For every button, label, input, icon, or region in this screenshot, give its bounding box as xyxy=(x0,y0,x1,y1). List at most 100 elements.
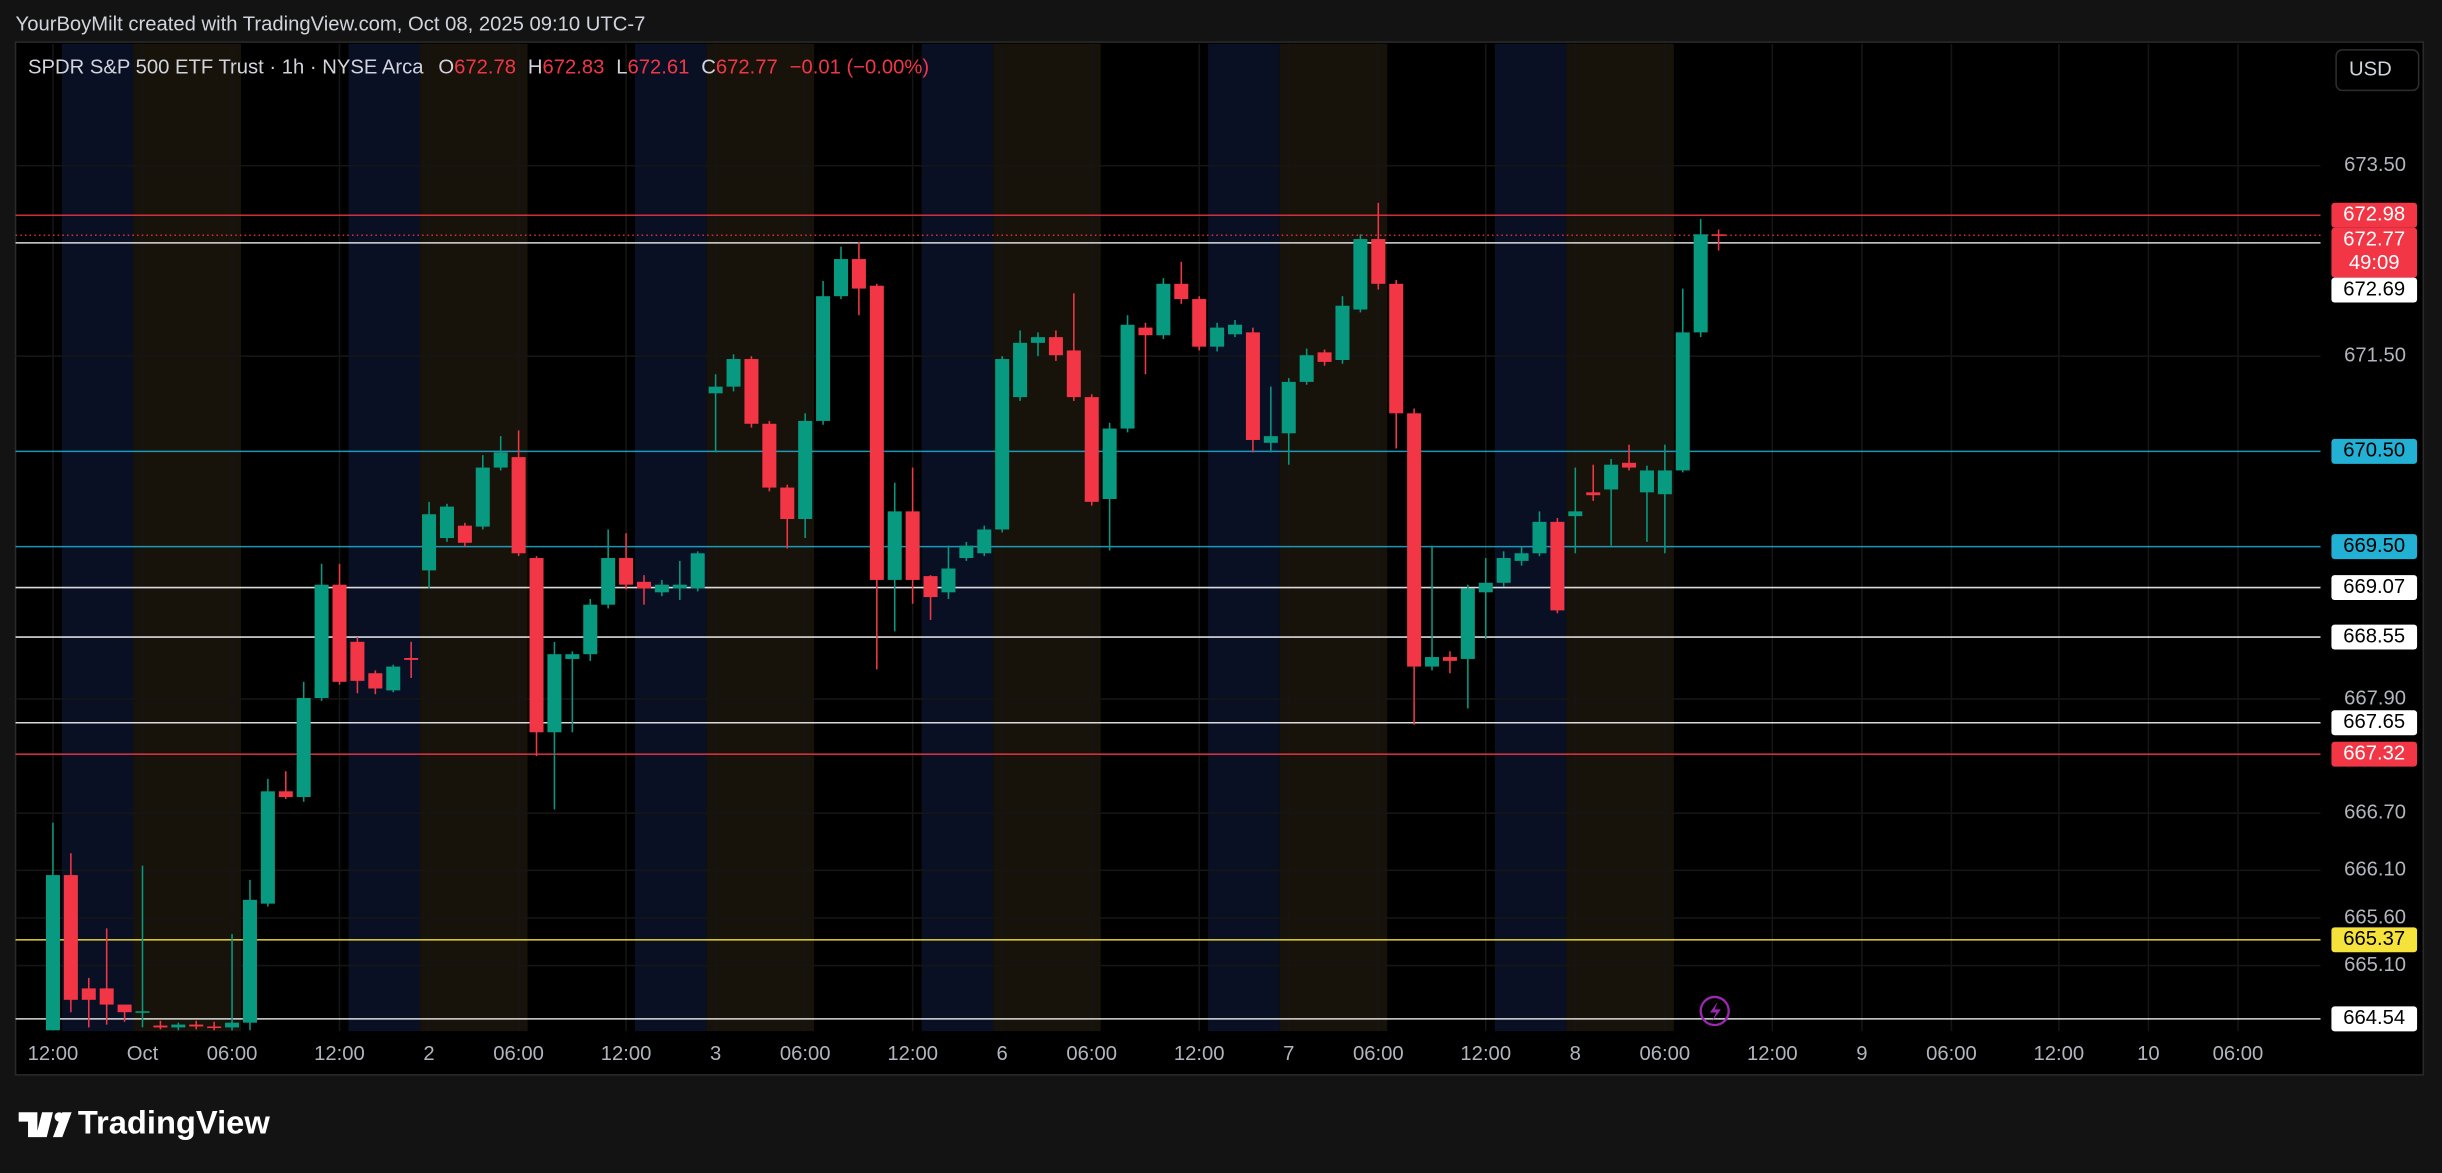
candle-body xyxy=(1371,239,1386,284)
candle-body xyxy=(816,296,831,421)
x-tick-label: 06:00 xyxy=(1926,1043,1977,1065)
candle-body xyxy=(153,1025,168,1028)
candle-body xyxy=(1460,588,1475,659)
candle-body xyxy=(1622,462,1637,468)
candle-body xyxy=(636,581,651,589)
candle-body xyxy=(1138,327,1153,336)
candle-body xyxy=(1604,464,1619,490)
pre-market-band xyxy=(133,43,242,1032)
candle-body xyxy=(672,584,687,589)
x-tick-label: 12:00 xyxy=(2034,1043,2085,1065)
x-tick-label: 12:00 xyxy=(28,1043,79,1065)
x-tick-label: 3 xyxy=(710,1043,721,1065)
candle-body xyxy=(242,899,257,1023)
currency-label: USD xyxy=(2349,58,2392,80)
x-tick-label: 6 xyxy=(997,1043,1008,1065)
candle-body xyxy=(1353,239,1368,310)
price-label-box xyxy=(2331,710,2418,736)
y-tick-label: 667.90 xyxy=(2344,687,2406,709)
candle-body xyxy=(1657,470,1672,495)
candle-body xyxy=(278,791,293,798)
candle-body xyxy=(189,1024,204,1027)
price-label-box xyxy=(2331,927,2418,953)
candle-body xyxy=(1317,352,1332,362)
pre-market-band xyxy=(993,43,1101,1032)
candle-body xyxy=(1711,234,1726,236)
legend-change: −0.01 (−0.00%) xyxy=(790,57,929,79)
candle-body xyxy=(1389,283,1404,414)
candle-body xyxy=(923,576,938,598)
candle-body xyxy=(1281,381,1296,434)
price-label: 672.98 xyxy=(2343,204,2405,226)
candle-body xyxy=(207,1026,222,1029)
x-tick-label: 12:00 xyxy=(887,1043,938,1065)
pre-market-band xyxy=(1566,43,1674,1032)
candle-body xyxy=(404,658,419,660)
x-tick-label: Oct xyxy=(127,1043,159,1065)
candle-body xyxy=(475,467,490,527)
price-label-box xyxy=(2331,277,2418,303)
candle-body xyxy=(1407,413,1422,667)
price-label-box xyxy=(2331,575,2418,601)
candle-body xyxy=(744,359,759,424)
candle-body xyxy=(851,259,866,289)
x-tick-label: 06:00 xyxy=(493,1043,544,1065)
candle-body xyxy=(601,558,616,605)
candle-body xyxy=(368,673,383,689)
candle-body xyxy=(1675,332,1690,471)
candle-body xyxy=(565,654,580,659)
price-label: 672.77 xyxy=(2343,229,2405,251)
price-label: 669.07 xyxy=(2343,576,2405,598)
candle-body xyxy=(1030,337,1046,343)
currency-button[interactable] xyxy=(2335,49,2420,92)
pre-market-band xyxy=(1279,43,1388,1032)
y-tick-label: 665.60 xyxy=(2344,906,2406,928)
price-label-box xyxy=(2331,227,2418,278)
candle-body xyxy=(1335,305,1350,360)
x-tick-label: 06:00 xyxy=(207,1043,258,1065)
candle-body xyxy=(225,1022,240,1028)
candle-body xyxy=(619,558,634,585)
x-tick-label: 06:00 xyxy=(780,1043,831,1065)
legend-key: L xyxy=(616,57,627,79)
post-market-band xyxy=(635,43,707,1032)
candle-body xyxy=(135,1011,150,1013)
candle-body xyxy=(1210,327,1225,347)
post-market-band xyxy=(1208,43,1280,1032)
y-tick-label: 665.10 xyxy=(2344,954,2406,976)
candle-body xyxy=(1568,511,1583,517)
candle-body xyxy=(1120,324,1135,429)
price-label-box xyxy=(2331,438,2418,464)
legend-value: 672.83 xyxy=(543,57,605,79)
price-label: 665.37 xyxy=(2343,928,2405,950)
price-label-box xyxy=(2331,1006,2418,1032)
x-tick-label: 9 xyxy=(1856,1043,1867,1065)
candle-body xyxy=(1514,553,1529,561)
candle-body xyxy=(1478,582,1493,593)
candle-body xyxy=(260,791,275,904)
candle-body xyxy=(583,604,598,655)
candle-body xyxy=(1245,332,1260,440)
price-label-box xyxy=(2331,741,2418,767)
x-tick-label: 06:00 xyxy=(1640,1043,1691,1065)
legend-key: H xyxy=(528,57,543,79)
candle-body xyxy=(1048,337,1063,356)
candle-body xyxy=(314,584,329,698)
post-market-band xyxy=(61,43,134,1032)
candle-body xyxy=(1586,492,1601,496)
candle-body xyxy=(833,259,849,297)
symbol-title: SPDR S&P 500 ETF Trust · 1h · NYSE Arca xyxy=(28,57,424,79)
x-tick-label: 06:00 xyxy=(1353,1043,1404,1065)
candle-body xyxy=(1174,283,1189,300)
session-shading xyxy=(61,43,1674,1032)
candle-body xyxy=(350,641,365,681)
candle-body xyxy=(708,386,723,394)
candle-body xyxy=(690,553,705,589)
y-tick-label: 671.50 xyxy=(2344,345,2406,367)
candle-body xyxy=(439,506,454,539)
lightning-icon[interactable] xyxy=(1699,995,1730,1027)
price-lines xyxy=(15,214,2321,1020)
x-tick-label: 12:00 xyxy=(1174,1043,1225,1065)
candle-body xyxy=(1299,355,1314,382)
